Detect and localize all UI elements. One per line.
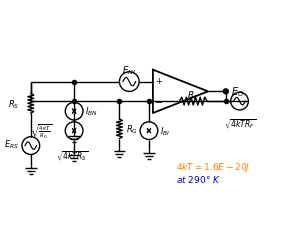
Text: $E_O$: $E_O$ [231, 85, 244, 99]
Text: $\sqrt{\frac{4kT}{R_G}}$: $\sqrt{\frac{4kT}{R_G}}$ [30, 122, 52, 141]
Text: $at\ 290°\ K$: $at\ 290°\ K$ [175, 173, 221, 184]
Text: $R_F$: $R_F$ [187, 89, 199, 101]
Text: $I_{BI}$: $I_{BI}$ [160, 125, 170, 137]
Text: $4kT=1.6E-20J$: $4kT=1.6E-20J$ [175, 161, 250, 174]
Text: +: + [155, 77, 162, 86]
Text: $E_{NI}$: $E_{NI}$ [122, 65, 136, 77]
Text: $I_{BN}$: $I_{BN}$ [85, 105, 98, 118]
Text: $\sqrt{4kTR_F}$: $\sqrt{4kTR_F}$ [224, 117, 256, 131]
Text: $R_G$: $R_G$ [126, 123, 138, 135]
Text: −: − [155, 98, 163, 108]
Text: $\sqrt{4kTR_S}$: $\sqrt{4kTR_S}$ [56, 149, 88, 162]
Text: $R_S$: $R_S$ [8, 98, 19, 110]
Text: $E_{RS}$: $E_{RS}$ [4, 138, 19, 150]
